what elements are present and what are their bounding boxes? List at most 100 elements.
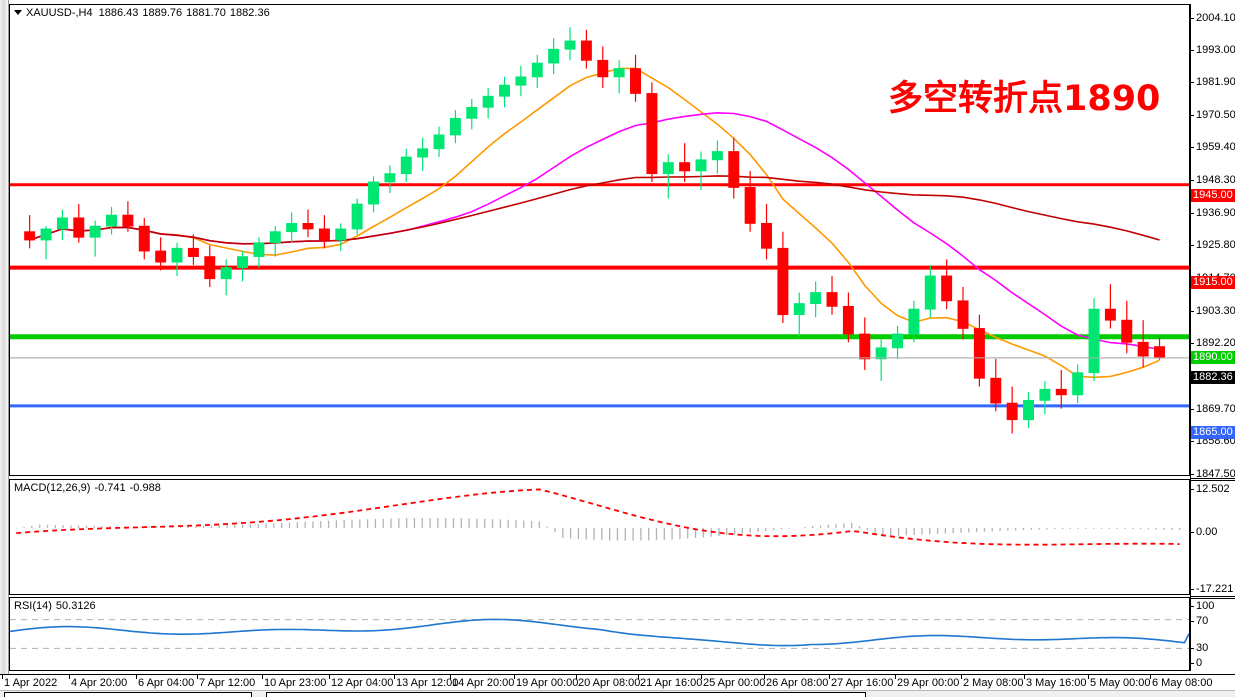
candle[interactable]: [1006, 386, 1018, 434]
candle[interactable]: [106, 206, 118, 235]
candle[interactable]: [564, 27, 576, 61]
candle[interactable]: [1154, 337, 1166, 360]
candle[interactable]: [515, 65, 527, 97]
candle[interactable]: [973, 314, 985, 387]
candle-body: [711, 151, 723, 161]
candle[interactable]: [777, 231, 789, 323]
window-top-edge: [0, 0, 1235, 2]
candle[interactable]: [1121, 300, 1133, 354]
price-tick: [1190, 82, 1194, 83]
price-chart-panel[interactable]: XAUUSD-,H4 1886.43 1889.76 1881.70 1882.36: [9, 4, 1190, 476]
candle[interactable]: [449, 110, 461, 144]
candle[interactable]: [237, 251, 249, 282]
candle[interactable]: [646, 82, 658, 182]
window-left-scroll-gutter[interactable]: [0, 0, 9, 674]
candle[interactable]: [73, 204, 85, 243]
candle[interactable]: [1072, 364, 1084, 404]
candle[interactable]: [1039, 381, 1051, 415]
candle[interactable]: [138, 217, 150, 260]
candle[interactable]: [580, 29, 592, 69]
candle-body: [286, 223, 298, 233]
candle[interactable]: [941, 259, 953, 310]
candle[interactable]: [253, 237, 265, 268]
price-scale[interactable]: 2004.10 1993.00 1981.90 1970.50 1959.40 1948.…: [1190, 4, 1235, 671]
candle[interactable]: [187, 234, 199, 265]
candle[interactable]: [56, 209, 68, 240]
candle[interactable]: [1104, 284, 1116, 329]
time-axis[interactable]: 1 Apr 2022 4 Apr 20:00 6 Apr 04:00 7 Apr 12…: [0, 674, 1235, 690]
macd-plot-area[interactable]: [10, 480, 1189, 594]
candle[interactable]: [875, 339, 887, 381]
candle[interactable]: [662, 154, 674, 199]
candle[interactable]: [695, 151, 707, 191]
candle-body: [728, 151, 740, 188]
candle[interactable]: [286, 212, 298, 243]
candle[interactable]: [892, 325, 904, 359]
candle[interactable]: [368, 176, 380, 213]
candle-body: [40, 228, 52, 241]
candle[interactable]: [335, 223, 347, 252]
candle[interactable]: [24, 215, 36, 249]
candle[interactable]: [351, 198, 363, 235]
candle[interactable]: [384, 165, 396, 193]
tab-chart-window[interactable]: [266, 692, 866, 697]
ohlc-low: 1881.70: [186, 7, 226, 19]
candle[interactable]: [990, 358, 1002, 412]
candle[interactable]: [122, 201, 134, 232]
rsi-indicator-panel[interactable]: RSI(14) 50.3126: [9, 597, 1190, 671]
candle-body: [875, 347, 887, 360]
candle[interactable]: [957, 287, 969, 340]
candle-body: [826, 292, 838, 307]
candle[interactable]: [548, 38, 560, 75]
time-axis-label: 29 Apr 00:00: [897, 677, 960, 689]
candle[interactable]: [89, 220, 101, 257]
candle[interactable]: [908, 300, 920, 343]
price-tick-label: 2004.10: [1196, 12, 1235, 24]
triangle-down-icon[interactable]: [14, 9, 22, 15]
candle-body: [777, 247, 789, 316]
candle[interactable]: [679, 143, 691, 182]
time-tick: [450, 675, 451, 679]
candle[interactable]: [318, 215, 330, 249]
candle[interactable]: [1023, 392, 1035, 428]
bottom-tab-strip[interactable]: [0, 690, 1235, 697]
rsi-tick-label: 0: [1196, 657, 1203, 669]
candle[interactable]: [842, 292, 854, 343]
candle[interactable]: [466, 99, 478, 130]
candle[interactable]: [728, 137, 740, 199]
candle[interactable]: [531, 54, 543, 88]
candle[interactable]: [155, 237, 167, 271]
time-axis-label: 14 Apr 20:00: [452, 677, 515, 689]
candle[interactable]: [711, 140, 723, 174]
candle[interactable]: [826, 275, 838, 315]
candle[interactable]: [924, 264, 936, 318]
candle[interactable]: [744, 170, 756, 232]
candle[interactable]: [400, 148, 412, 182]
candle[interactable]: [482, 87, 494, 119]
candle[interactable]: [204, 245, 216, 287]
candle[interactable]: [1137, 320, 1149, 368]
candle[interactable]: [761, 204, 773, 260]
candle[interactable]: [859, 317, 871, 370]
candle[interactable]: [793, 292, 805, 337]
candle[interactable]: [810, 281, 822, 318]
price-plot-area[interactable]: [10, 5, 1189, 475]
candle[interactable]: [433, 126, 445, 158]
candle[interactable]: [630, 54, 642, 102]
rsi-plot-area[interactable]: [10, 598, 1189, 670]
candle[interactable]: [302, 209, 314, 238]
candle[interactable]: [1055, 369, 1067, 409]
candle[interactable]: [499, 76, 511, 108]
candle[interactable]: [269, 226, 281, 257]
candle[interactable]: [613, 60, 625, 94]
time-tick: [1150, 675, 1151, 679]
candle[interactable]: [220, 259, 232, 296]
candle[interactable]: [40, 226, 52, 260]
candle[interactable]: [597, 46, 609, 88]
candle[interactable]: [417, 137, 429, 171]
tab-terminal[interactable]: [4, 692, 252, 697]
candle[interactable]: [171, 242, 183, 276]
candle[interactable]: [1088, 298, 1100, 381]
macd-indicator-panel[interactable]: MACD(12,26,9) -0.741 -0.988: [9, 479, 1190, 595]
candle-body: [351, 203, 363, 230]
